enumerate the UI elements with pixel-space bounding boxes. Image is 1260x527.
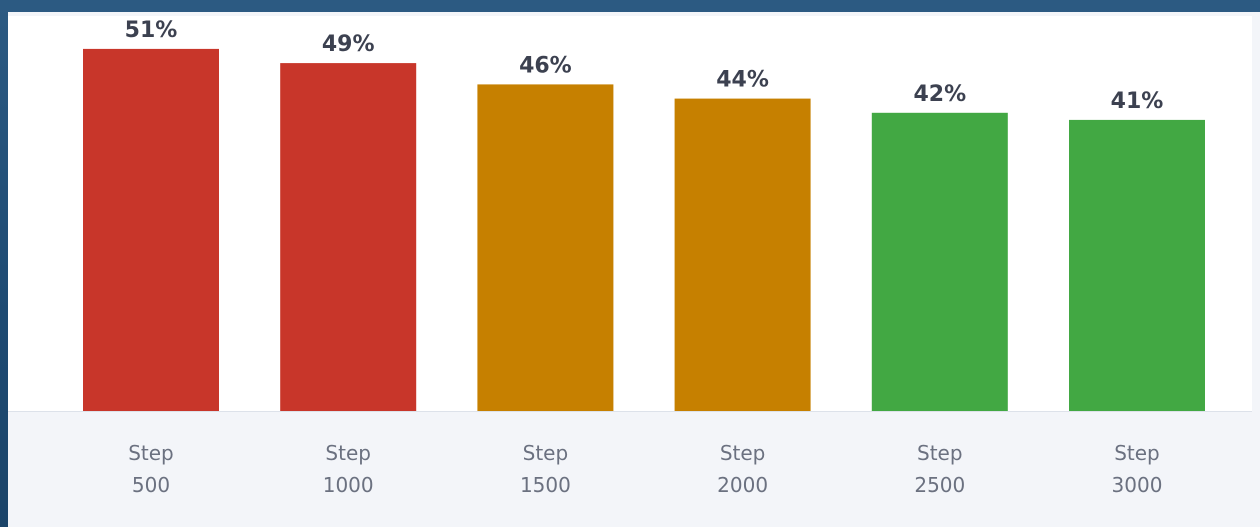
bar-3000 [1069, 119, 1205, 412]
x-tick-label: Step 3000 [1112, 441, 1163, 497]
x-axis-baseline [8, 411, 1252, 412]
bar-2500 [871, 112, 1008, 412]
bar-value-label: 46% [519, 53, 572, 78]
bar-value-label: 41% [1111, 89, 1164, 114]
x-tick-label: Step 2500 [914, 441, 965, 497]
bar-value-label: 44% [716, 68, 769, 93]
x-tick-label: Step 500 [128, 441, 174, 497]
x-tick-label: Step 1500 [520, 441, 571, 497]
x-tick-label: Step 2000 [717, 441, 768, 497]
bar-value-label: 51% [125, 18, 178, 43]
bar-1500 [477, 84, 614, 412]
x-tick-label: Step 1000 [323, 441, 374, 497]
bar-2000 [674, 98, 811, 411]
bar-500 [83, 48, 219, 412]
bar-1000 [280, 63, 417, 411]
bar-value-label: 42% [913, 82, 966, 107]
bar-value-label: 49% [322, 32, 375, 57]
